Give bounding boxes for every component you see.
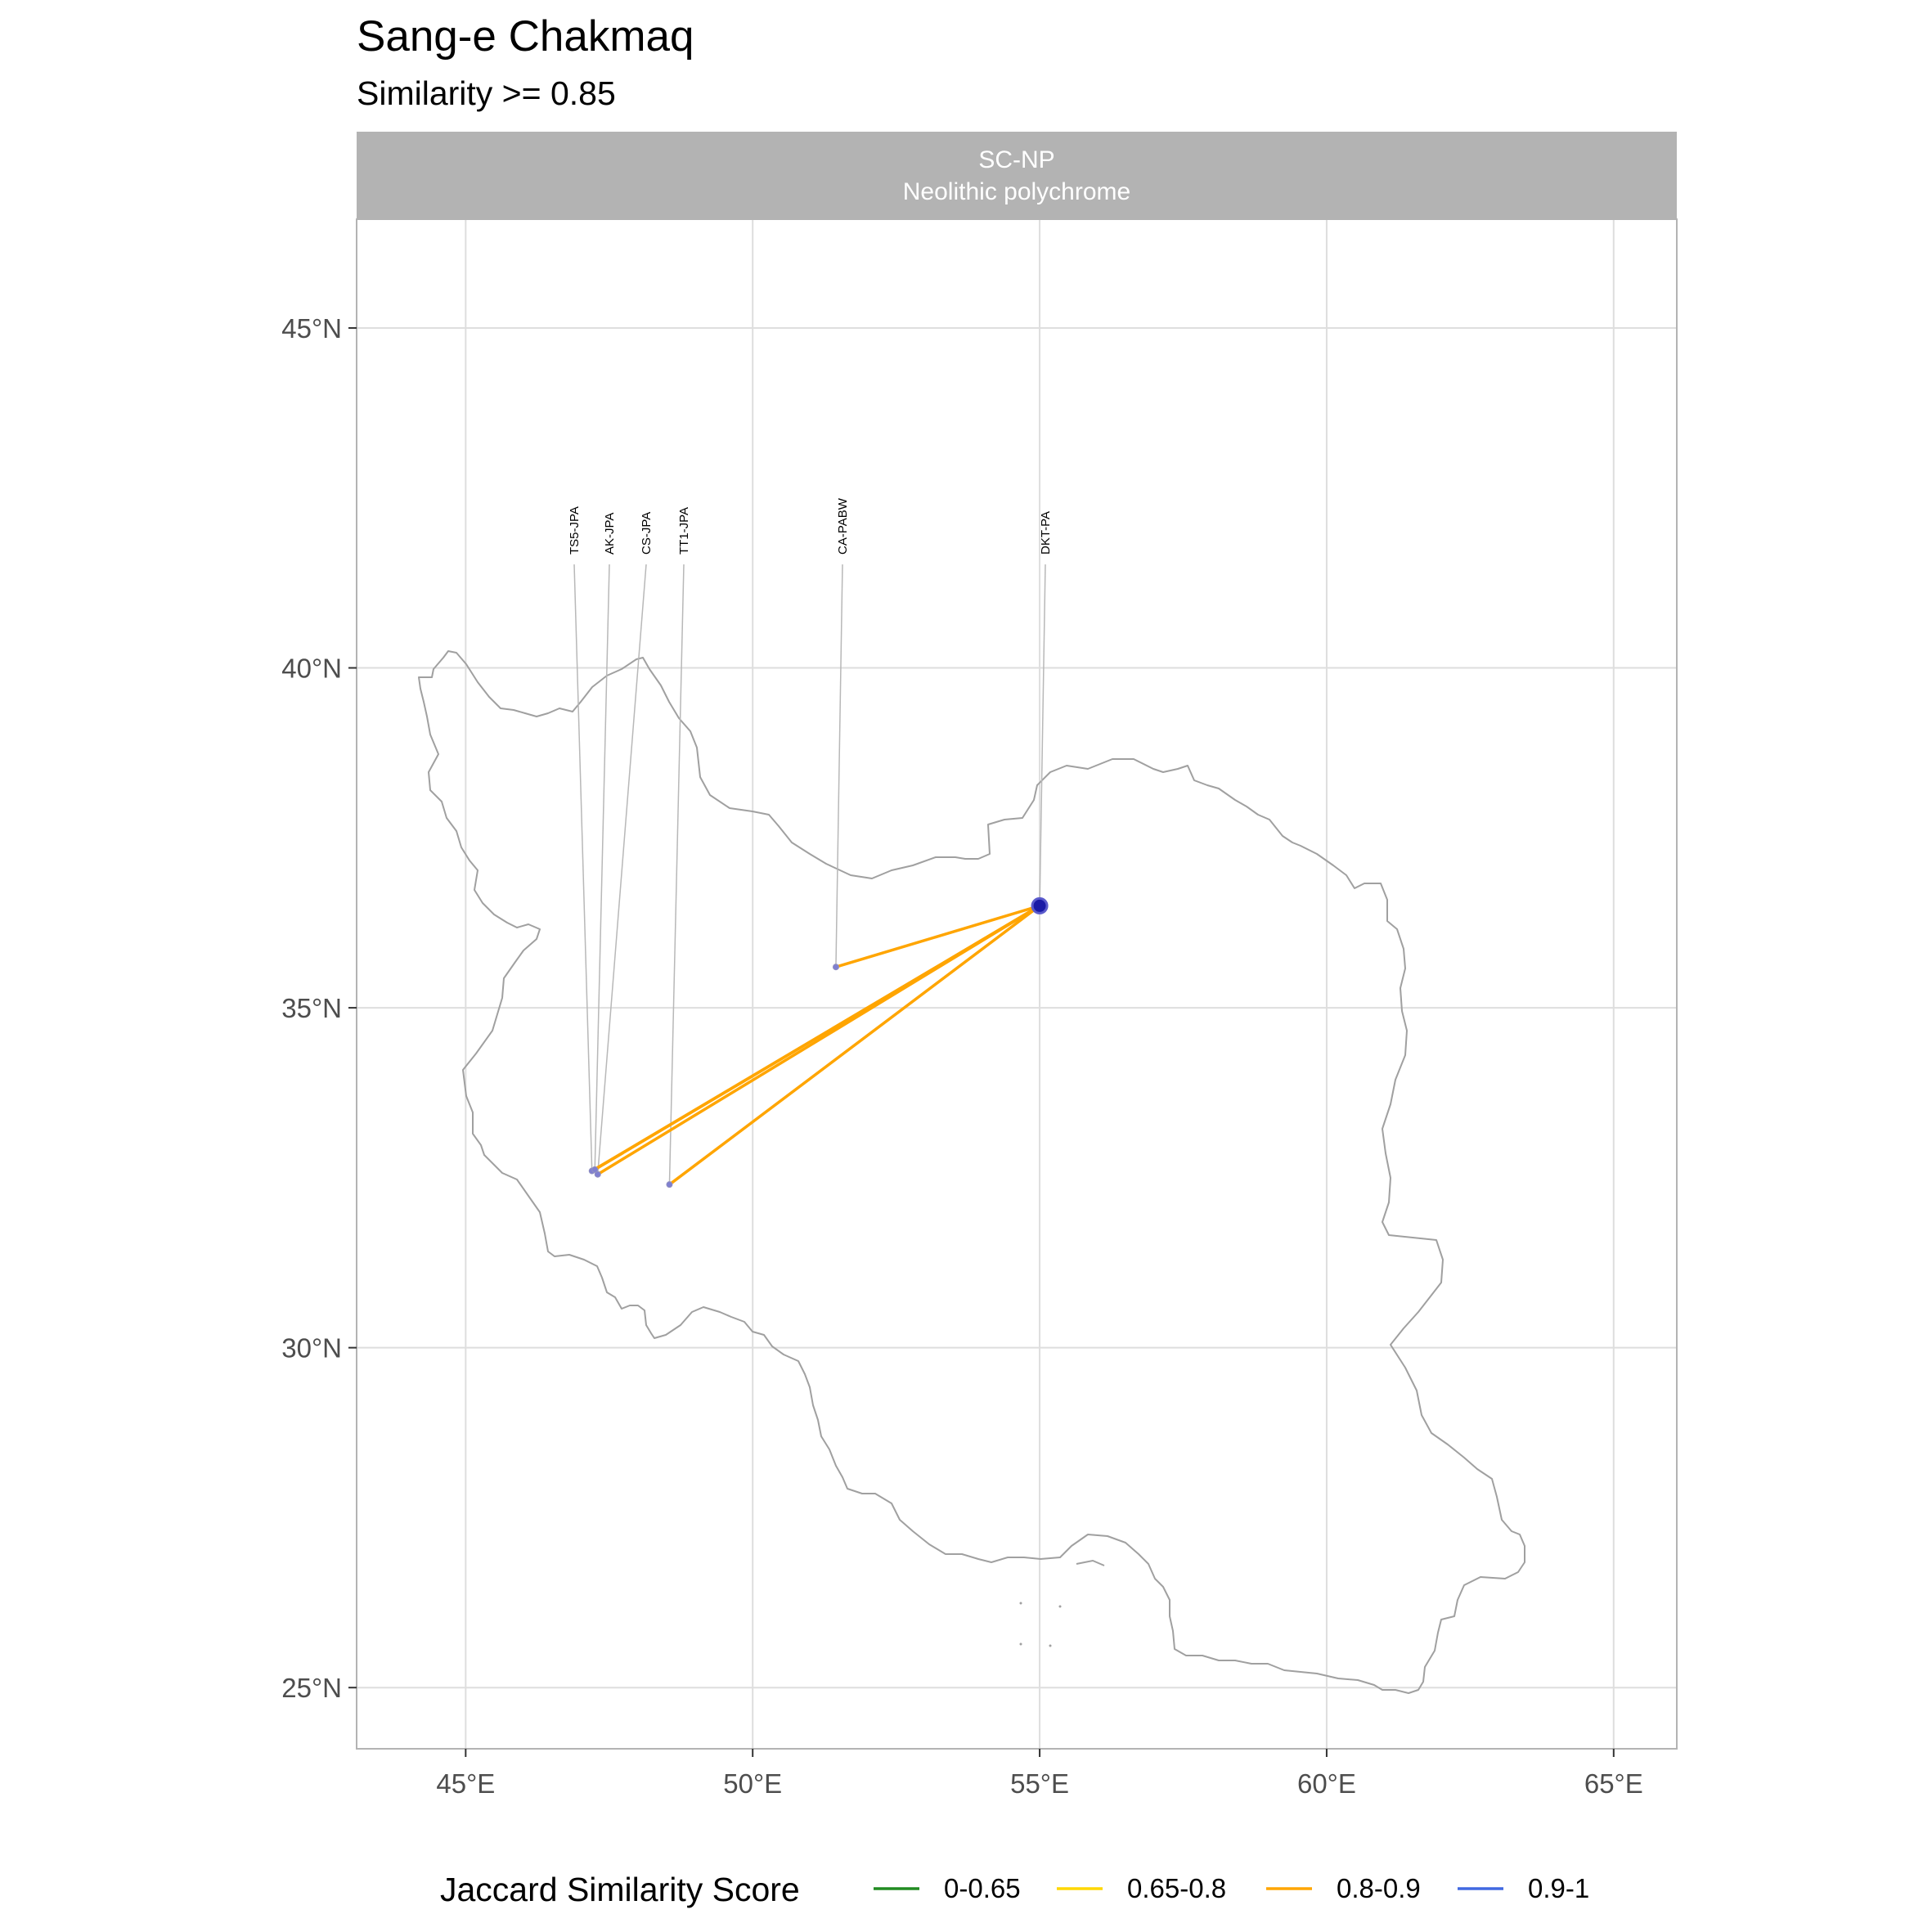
site-point	[832, 964, 839, 971]
island-3	[1019, 1642, 1022, 1646]
site-point	[666, 1181, 673, 1188]
island-qeshm	[1076, 1559, 1105, 1566]
site-label: CS-JPA	[640, 512, 654, 555]
leader-line	[573, 564, 593, 1171]
x-tick-label: 45°E	[436, 1768, 495, 1799]
x-tick-label: 65°E	[1584, 1768, 1643, 1799]
label-leader-lines	[573, 564, 1046, 1185]
facet-name: Neolithic polychrome	[903, 178, 1130, 205]
similarity-connections	[590, 904, 1041, 1186]
legend-label: 0.9-1	[1528, 1873, 1589, 1903]
site-labels: TS5-JPA AK-JPA CS-JPA TT1-JPA CA-PABW DKT-PA	[568, 497, 1053, 555]
leader-line	[668, 564, 685, 1185]
y-tick-label: 25°N	[281, 1673, 342, 1703]
y-tick-label: 45°N	[281, 313, 342, 344]
legend-label: 0.65-0.8	[1127, 1873, 1226, 1903]
legend-title: Jaccard Similarity Score	[440, 1871, 800, 1908]
grid-lines	[357, 219, 1677, 1749]
site-label: TT1-JPA	[677, 507, 691, 555]
island-2	[1058, 1605, 1062, 1608]
legend-label: 0-0.65	[944, 1873, 1021, 1903]
y-tick-label: 35°N	[281, 993, 342, 1023]
x-tick-label: 60°E	[1297, 1768, 1356, 1799]
facet-code: SC-NP	[978, 146, 1054, 173]
chart-subtitle: Similarity >= 0.85	[357, 74, 616, 112]
facet-strip	[357, 132, 1677, 219]
island-1	[1019, 1602, 1022, 1605]
y-tick-label: 40°N	[281, 654, 342, 684]
connection-line	[667, 904, 1041, 1186]
leader-line	[594, 564, 610, 1170]
focal-site-point	[1031, 896, 1049, 914]
y-tick-label: 30°N	[281, 1333, 342, 1364]
panel-border	[356, 218, 1678, 1750]
connection-line	[834, 904, 1041, 968]
iran-border	[418, 650, 1525, 1694]
axis-ticks: 45°E 50°E 55°E 60°E 65°E 25°N 30°N 35°N 40°N 45°N	[281, 313, 1643, 1799]
leader-line	[1039, 564, 1046, 906]
site-point	[594, 1170, 601, 1178]
site-label: TS5-JPA	[568, 506, 582, 555]
leader-line	[835, 564, 843, 968]
x-tick-label: 55°E	[1010, 1768, 1069, 1799]
legend: Jaccard Similarity Score 0-0.65 0.65-0.8 0.…	[440, 1871, 1589, 1908]
site-point	[591, 1166, 599, 1173]
legend-label: 0.8-0.9	[1337, 1873, 1421, 1903]
leader-line	[596, 564, 647, 1175]
connection-line	[593, 904, 1041, 1171]
island-4	[1049, 1644, 1052, 1647]
chart-title: Sang-e Chakmaq	[357, 12, 694, 61]
x-tick-label: 50°E	[723, 1768, 782, 1799]
site-points	[588, 896, 1049, 1188]
site-label: DKT-PA	[1039, 511, 1053, 555]
site-label: CA-PABW	[836, 497, 850, 555]
site-label: AK-JPA	[603, 513, 617, 555]
